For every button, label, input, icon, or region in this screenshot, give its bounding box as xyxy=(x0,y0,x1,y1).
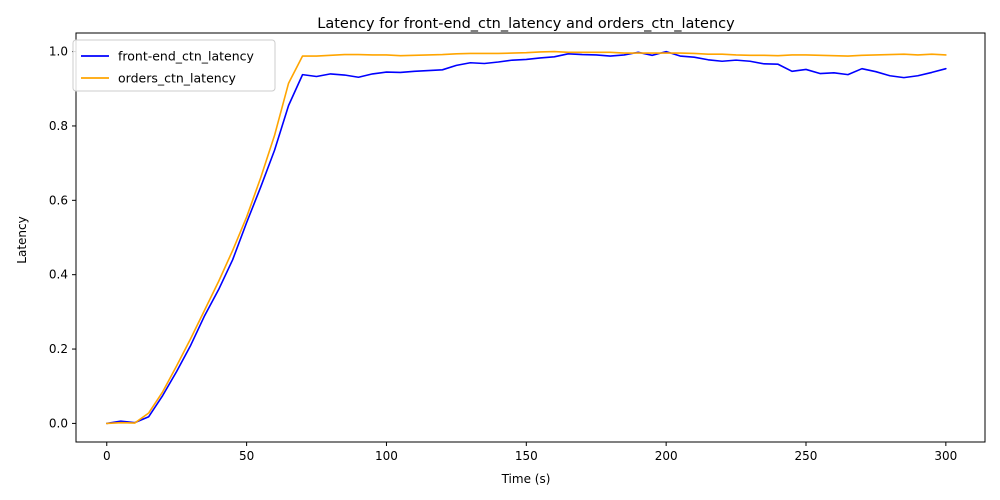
y-tick-label: 1.0 xyxy=(49,45,68,59)
legend-box xyxy=(72,39,276,92)
y-tick-label: 0.0 xyxy=(49,416,68,430)
x-tick-label: 150 xyxy=(515,449,538,463)
legend: front-end_ctn_latency orders_ctn_latency xyxy=(72,39,276,92)
legend-label-1: front-end_ctn_latency xyxy=(118,49,255,64)
plot-area xyxy=(76,33,985,442)
x-axis-label: Time (s) xyxy=(501,472,551,486)
x-tick-label: 300 xyxy=(934,449,957,463)
legend-label-2: orders_ctn_latency xyxy=(118,71,237,86)
y-axis-label: Latency xyxy=(15,216,29,263)
plot-frame xyxy=(75,32,986,443)
series-line-2 xyxy=(105,50,947,425)
plot-background xyxy=(76,33,985,442)
x-tick-label: 250 xyxy=(795,449,818,463)
y-tick-label: 0.8 xyxy=(49,119,68,133)
x-axis: 0 50 100 150 200 250 300 xyxy=(103,442,957,463)
y-tick-label: 0.6 xyxy=(49,193,68,207)
x-tick-label: 200 xyxy=(655,449,678,463)
y-tick-label: 0.2 xyxy=(49,342,68,356)
series-line-1 xyxy=(105,50,947,425)
series-layer xyxy=(105,50,947,425)
x-tick-label: 100 xyxy=(375,449,398,463)
x-tick-label: 0 xyxy=(103,449,111,463)
y-axis: 0.0 0.2 0.4 0.6 0.8 1.0 xyxy=(49,45,76,430)
chart-title: Latency for front-end_ctn_latency and or… xyxy=(317,16,735,32)
x-tick-label: 50 xyxy=(239,449,254,463)
y-tick-label: 0.4 xyxy=(49,268,68,282)
